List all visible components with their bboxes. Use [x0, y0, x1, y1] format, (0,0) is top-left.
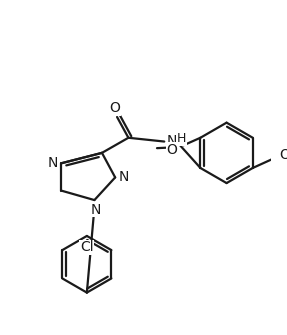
Text: H: H [177, 132, 186, 145]
Text: N: N [119, 171, 129, 184]
Text: N: N [48, 156, 58, 170]
Text: N: N [91, 203, 102, 216]
Text: Cl: Cl [80, 240, 94, 254]
Text: O: O [110, 102, 121, 116]
Text: O: O [280, 148, 287, 162]
Text: N: N [167, 134, 177, 148]
Text: O: O [167, 143, 178, 157]
